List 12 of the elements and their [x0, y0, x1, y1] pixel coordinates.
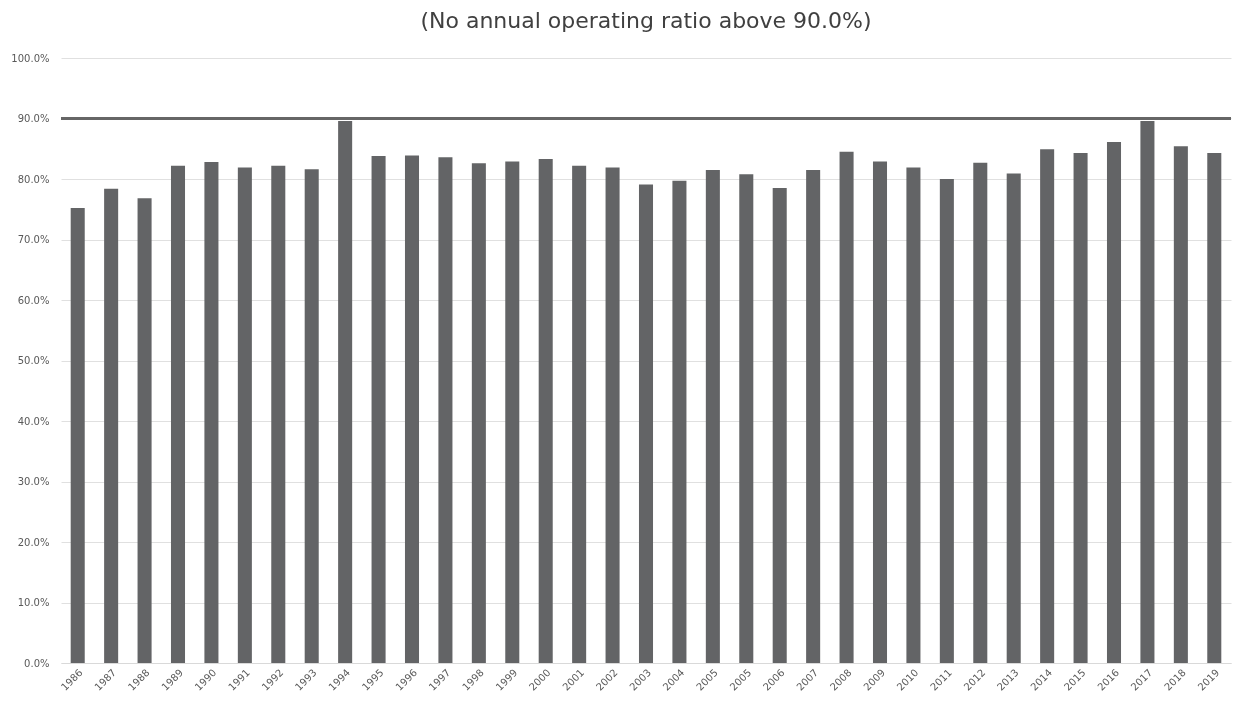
chart-title: (No annual operating ratio above 90.0%) [420, 8, 872, 33]
y-tick-label: 80.0% [17, 173, 50, 185]
y-tick-label: 70.0% [17, 234, 50, 245]
y-tick-label: 0.0% [24, 657, 50, 669]
y-tick-label: 40.0% [17, 415, 50, 427]
y-tick-label: 30.0% [17, 476, 50, 487]
y-tick-label: 60.0% [17, 294, 50, 306]
y-tick-label: 50.0% [17, 355, 50, 366]
y-tick-label: 100.0% [11, 52, 50, 64]
y-tick-label: 90.0% [17, 113, 50, 124]
y-tick-label: 20.0% [17, 536, 50, 548]
y-tick-label: 10.0% [17, 597, 50, 608]
